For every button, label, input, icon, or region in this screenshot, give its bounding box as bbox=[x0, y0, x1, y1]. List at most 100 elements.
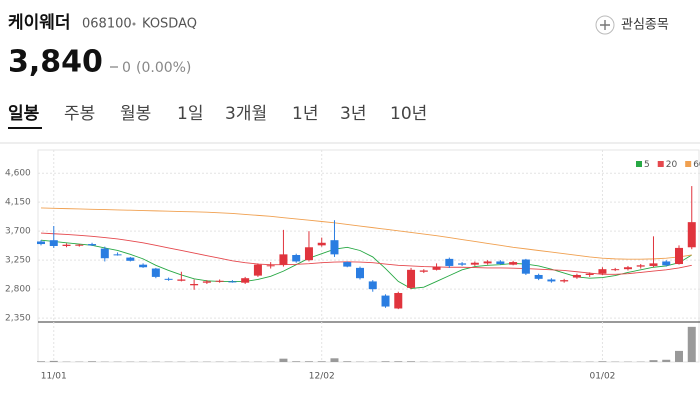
candle-body bbox=[228, 281, 236, 282]
legend-label: 60 bbox=[693, 160, 700, 170]
y-tick-label: 2,350 bbox=[5, 314, 31, 324]
candle-body bbox=[165, 279, 173, 280]
y-tick-label: 4,600 bbox=[5, 169, 31, 179]
candle-body bbox=[560, 280, 568, 281]
tab-underline bbox=[8, 127, 42, 129]
volume-bar bbox=[305, 361, 313, 362]
market: KOSDAQ bbox=[142, 17, 197, 32]
candle-body bbox=[37, 241, 45, 244]
watch-button[interactable]: 관심종목 bbox=[596, 16, 669, 34]
candle-body bbox=[114, 254, 122, 255]
plus bbox=[600, 20, 610, 30]
volume-bar bbox=[407, 361, 415, 362]
legend-swatch bbox=[636, 161, 642, 167]
volume-bar bbox=[50, 361, 58, 362]
candle-body bbox=[126, 258, 134, 261]
candle-body bbox=[445, 259, 453, 266]
candle-body bbox=[547, 279, 555, 281]
y-tick-label: 3,700 bbox=[5, 227, 31, 237]
candle-body bbox=[637, 265, 645, 266]
candle-body bbox=[63, 245, 71, 246]
candle-body bbox=[611, 269, 619, 270]
tab[interactable]: 1일 bbox=[177, 104, 203, 124]
candle-body bbox=[624, 267, 632, 269]
candle-body bbox=[88, 244, 96, 245]
candle-body bbox=[662, 261, 670, 265]
legend-label: 20 bbox=[666, 160, 678, 170]
candle-body bbox=[407, 270, 415, 288]
legend-swatch bbox=[658, 161, 664, 167]
candle-body bbox=[586, 274, 594, 275]
candle-body bbox=[573, 275, 581, 278]
volume-bar bbox=[330, 358, 338, 362]
candle-body bbox=[675, 248, 683, 264]
candle-body bbox=[330, 240, 338, 254]
candle-body bbox=[343, 262, 351, 267]
tab[interactable]: 1년 bbox=[292, 104, 318, 124]
candle-body bbox=[535, 275, 543, 279]
candle-body bbox=[203, 281, 211, 282]
candle-body bbox=[509, 262, 517, 265]
candle-body bbox=[152, 269, 160, 277]
x-tick-label: 01/02 bbox=[589, 372, 615, 382]
volume-bar bbox=[88, 361, 96, 362]
candle-body bbox=[369, 281, 377, 289]
candle-body bbox=[496, 261, 504, 264]
candle-body bbox=[649, 263, 657, 266]
candle-body bbox=[433, 267, 441, 270]
legend-swatch bbox=[685, 161, 691, 167]
volume-bar bbox=[662, 360, 670, 362]
candle-body bbox=[267, 265, 275, 266]
candle-body bbox=[598, 269, 606, 274]
candle-body bbox=[292, 255, 300, 261]
volume-bar bbox=[382, 361, 390, 362]
volume-bar bbox=[37, 361, 45, 362]
candle-body bbox=[216, 281, 224, 282]
y-tick-label: 3,250 bbox=[5, 256, 31, 266]
candle-body bbox=[394, 293, 402, 308]
volume-bar bbox=[688, 327, 696, 362]
candle-body bbox=[50, 240, 58, 246]
candle-body bbox=[241, 278, 249, 283]
candle-body bbox=[279, 254, 287, 264]
ma-line bbox=[41, 240, 692, 288]
tab[interactable]: 월봉 bbox=[120, 104, 151, 124]
volume-bar bbox=[279, 359, 287, 362]
candle-body bbox=[305, 247, 313, 260]
stock-name: 케이웨더 bbox=[8, 13, 71, 33]
volume-bar bbox=[343, 361, 351, 362]
price: 3,840 bbox=[8, 45, 103, 80]
candle-body bbox=[382, 296, 390, 307]
candle-body bbox=[75, 245, 83, 246]
candle-body bbox=[420, 270, 428, 271]
candle-body bbox=[484, 261, 492, 263]
tab[interactable]: 주봉 bbox=[64, 104, 95, 124]
volume-bar bbox=[598, 361, 606, 362]
candle-body bbox=[318, 243, 326, 246]
dot bbox=[133, 23, 136, 26]
tabs: 일봉 주봉 월봉 1일 3개월 1년 3년 10년 bbox=[8, 104, 427, 129]
candle-body bbox=[101, 249, 109, 259]
candle-body bbox=[688, 222, 696, 247]
watch-label: 관심종목 bbox=[621, 18, 669, 33]
candle-body bbox=[254, 265, 262, 276]
tab[interactable]: 일봉 bbox=[8, 104, 40, 124]
tab[interactable]: 3년 bbox=[340, 104, 366, 124]
volume-bar bbox=[318, 361, 326, 362]
candle-body bbox=[139, 265, 147, 268]
candle-body bbox=[190, 284, 198, 285]
candle-body bbox=[458, 263, 466, 264]
tab[interactable]: 3개월 bbox=[225, 104, 267, 124]
candle-body bbox=[177, 279, 185, 280]
tab[interactable]: 10년 bbox=[390, 104, 427, 124]
stock-code: 068100 bbox=[82, 17, 132, 32]
y-tick-label: 4,150 bbox=[5, 198, 31, 208]
change: 0 bbox=[122, 60, 131, 76]
candle-body bbox=[522, 260, 530, 274]
x-tick-label: 12/02 bbox=[309, 372, 335, 382]
volume-bar bbox=[675, 351, 683, 362]
change-rate: (0.00%) bbox=[136, 60, 191, 76]
